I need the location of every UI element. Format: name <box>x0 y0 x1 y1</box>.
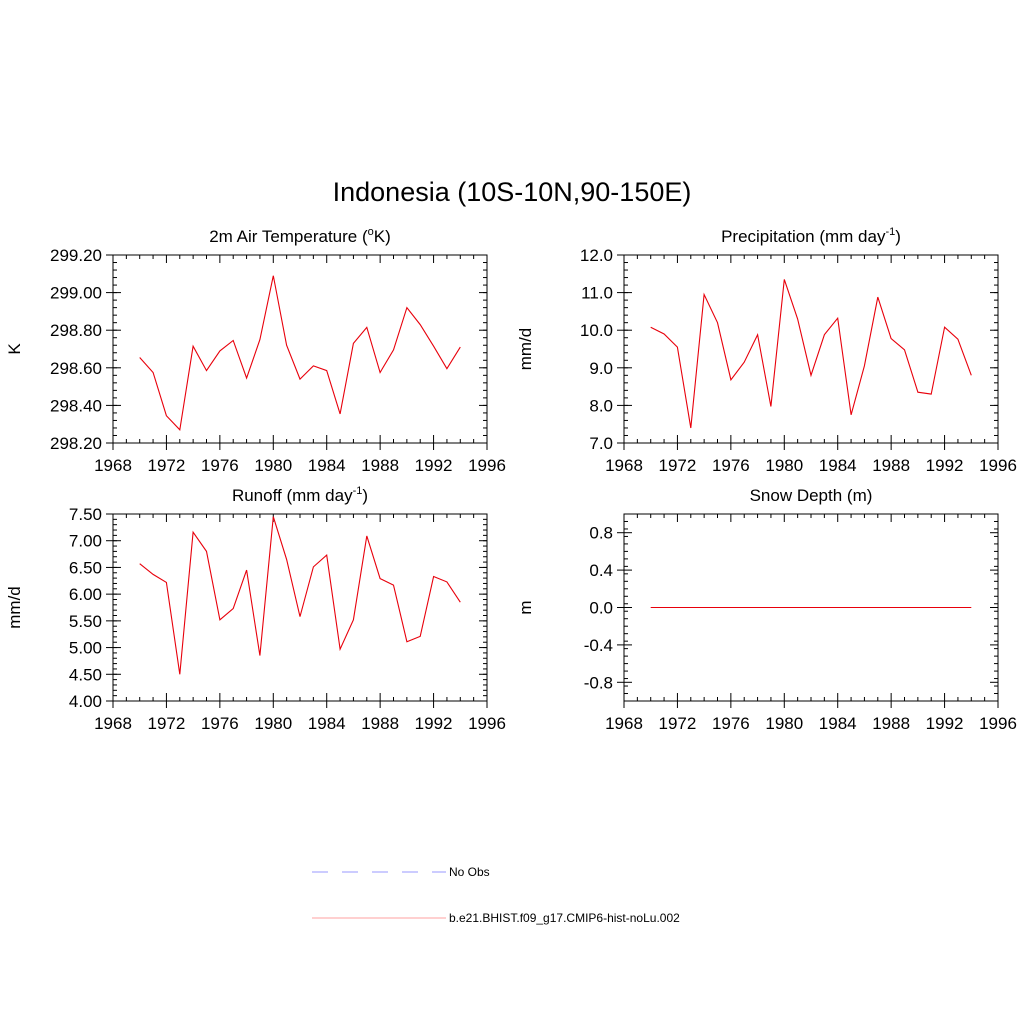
x-tick-label: 1984 <box>819 714 857 733</box>
series-line <box>650 279 972 429</box>
x-tick-label: 1968 <box>605 714 643 733</box>
panel-title: Snow Depth (m) <box>750 486 873 505</box>
x-tick-label: 1968 <box>605 456 643 475</box>
panel-title: Runoff (mm day-1) <box>232 485 368 505</box>
panel-title-suffix: K) <box>374 227 391 246</box>
figure-title: Indonesia (10S-10N,90-150E) <box>333 177 692 207</box>
y-tick-label: 299.20 <box>50 246 102 265</box>
x-tick-label: 1988 <box>361 456 399 475</box>
x-tick-label: 1976 <box>712 714 750 733</box>
y-tick-label: 4.50 <box>69 665 102 684</box>
y-tick-label: 7.50 <box>69 505 102 524</box>
y-tick-label: 12.0 <box>580 246 613 265</box>
panel-title-text: Runoff (mm day <box>232 486 353 505</box>
x-tick-label: 1992 <box>926 714 964 733</box>
y-tick-label: 4.00 <box>69 692 102 711</box>
y-tick-label: 298.80 <box>50 321 102 340</box>
panel-title-text: Snow Depth (m) <box>750 486 873 505</box>
x-tick-label: 1984 <box>819 456 857 475</box>
panel-title-superscript: -1 <box>885 226 895 238</box>
series-line <box>139 275 461 431</box>
x-tick-label: 1984 <box>308 456 346 475</box>
y-axis-label: mm/d <box>516 328 535 371</box>
x-tick-label: 1988 <box>872 714 910 733</box>
panel-3: Runoff (mm day-1) 1968 1972 1976 1980 1984 198… <box>5 485 506 733</box>
legend-label-2: b.e21.BHIST.f09_g17.CMIP6-hist-noLu.002 <box>449 911 680 925</box>
x-tick-label: 1972 <box>148 714 186 733</box>
y-tick-label: -0.4 <box>584 636 613 655</box>
y-tick-label: 6.50 <box>69 558 102 577</box>
x-tick-label: 1968 <box>94 456 132 475</box>
plot-frame <box>112 513 488 702</box>
y-axis-label: K <box>5 343 24 355</box>
y-tick-label: 0.0 <box>589 599 613 618</box>
x-tick-label: 1988 <box>872 456 910 475</box>
x-tick-label: 1976 <box>712 456 750 475</box>
x-tick-label: 1976 <box>201 456 239 475</box>
x-tick-label: 1992 <box>415 456 453 475</box>
x-tick-label: 1968 <box>94 714 132 733</box>
panel-1: 2m Air Temperature (oK) 1968 1972 1976 1980 1… <box>5 226 506 475</box>
panel-title-suffix: ) <box>362 486 368 505</box>
y-tick-label: 7.00 <box>69 532 102 551</box>
x-tick-label: 1996 <box>468 714 506 733</box>
x-tick-label: 1980 <box>765 714 803 733</box>
x-tick-label: 1980 <box>765 456 803 475</box>
plot-frame <box>623 254 999 444</box>
x-tick-label: 1972 <box>659 714 697 733</box>
y-tick-label: 5.00 <box>69 639 102 658</box>
y-tick-label: 11.0 <box>581 284 613 303</box>
y-tick-label: 298.40 <box>50 396 102 415</box>
y-tick-label: 0.8 <box>589 524 613 543</box>
x-tick-label: 1972 <box>659 456 697 475</box>
y-tick-label: 5.50 <box>69 612 102 631</box>
legend: No Obs b.e21.BHIST.f09_g17.CMIP6-hist-noL… <box>312 865 680 925</box>
y-tick-label: 298.20 <box>50 434 102 453</box>
y-tick-label: 299.00 <box>50 284 102 303</box>
x-tick-label: 1984 <box>308 714 346 733</box>
y-tick-label: 10.0 <box>580 321 613 340</box>
y-axis-label: m <box>516 600 535 614</box>
panel-title-superscript: -1 <box>353 485 363 497</box>
panel-title: Precipitation (mm day-1) <box>721 226 901 246</box>
y-tick-label: 8.0 <box>589 396 613 415</box>
y-tick-label: 7.0 <box>589 434 613 453</box>
panels: 2m Air Temperature (oK)1968 1972 1976 1980 1… <box>5 226 1017 733</box>
legend-label-1: No Obs <box>449 865 490 879</box>
y-tick-label: -0.8 <box>584 673 613 692</box>
panel-2: Precipitation (mm day-1) 1968 1972 1976 1980… <box>516 226 1017 475</box>
x-tick-label: 1980 <box>254 714 292 733</box>
series-line <box>139 516 461 675</box>
x-tick-label: 1992 <box>415 714 453 733</box>
panel-title-text: Precipitation (mm day <box>721 227 886 246</box>
y-tick-label: 6.00 <box>69 585 102 604</box>
y-tick-label: 298.60 <box>50 359 102 378</box>
x-tick-label: 1976 <box>201 714 239 733</box>
y-axis-label: mm/d <box>5 586 24 629</box>
panel-4: Snow Depth (m) 1968 1972 1976 1980 1984 1988 19… <box>516 486 1017 733</box>
y-tick-label: 0.4 <box>589 561 613 580</box>
plot-frame <box>112 254 488 444</box>
x-tick-label: 1996 <box>979 714 1017 733</box>
panel-title-suffix: ) <box>895 227 901 246</box>
x-tick-label: 1988 <box>361 714 399 733</box>
panel-title-superscript: o <box>368 226 374 238</box>
x-tick-label: 1996 <box>979 456 1017 475</box>
panel-title: 2m Air Temperature (oK) <box>209 226 391 246</box>
x-tick-label: 1980 <box>254 456 292 475</box>
x-tick-label: 1992 <box>926 456 964 475</box>
y-tick-label: 9.0 <box>589 359 613 378</box>
x-tick-label: 1972 <box>148 456 186 475</box>
x-tick-label: 1996 <box>468 456 506 475</box>
panel-title-text: 2m Air Temperature ( <box>209 227 368 246</box>
